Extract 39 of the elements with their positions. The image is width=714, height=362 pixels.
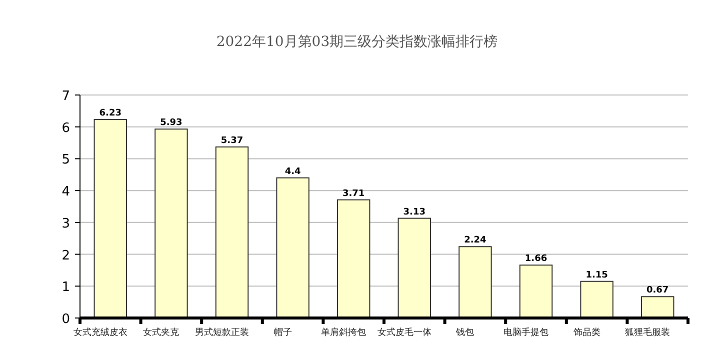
- x-tick-label: 饰品类: [572, 327, 600, 338]
- data-label: 3.13: [403, 207, 426, 218]
- data-label: 3.71: [342, 188, 365, 199]
- data-label: 1.66: [524, 254, 548, 264]
- x-tick-label: 男式短款正装: [195, 327, 249, 338]
- y-tick-label: 4: [62, 184, 70, 200]
- y-tick-label: 2: [62, 248, 70, 264]
- data-label: 5.37: [220, 136, 244, 146]
- data-label: 2.24: [464, 236, 486, 246]
- data-label: 1.15: [586, 270, 608, 280]
- y-tick-label: 0: [62, 312, 70, 327]
- data-label: 6.23: [99, 108, 122, 119]
- x-tick-label: 钱包: [455, 327, 474, 338]
- data-label: 5.93: [160, 118, 182, 128]
- bar: [154, 128, 188, 318]
- x-tick-label: 女式夹克: [143, 327, 180, 338]
- data-label: 0.67: [646, 286, 669, 296]
- x-tick-label: 电脑手提包: [504, 327, 548, 338]
- x-tick-label: 女式皮毛一体: [377, 327, 432, 338]
- y-tick-label: 7: [62, 89, 70, 104]
- bar: [276, 177, 310, 318]
- bar: [458, 246, 492, 318]
- x-tick-label: 狐狸毛服装: [625, 327, 670, 338]
- bar: [640, 296, 674, 318]
- y-tick-label: 6: [62, 120, 70, 136]
- bar: [519, 264, 553, 318]
- y-tick-label: 1: [62, 280, 70, 296]
- bar: [398, 218, 432, 318]
- bar: [94, 119, 128, 318]
- bar: [580, 280, 614, 318]
- bar: [215, 146, 249, 318]
- chart-title: 2022年10月第03期三级分类指数涨幅排行榜: [216, 34, 498, 50]
- y-tick-label: 3: [62, 216, 70, 232]
- data-label: 4.4: [284, 166, 301, 177]
- x-tick-label: 帽子: [274, 327, 292, 338]
- x-tick-label: 单肩斜挎包: [321, 327, 366, 338]
- x-tick-label: 女式充绒皮衣: [73, 327, 128, 338]
- bar: [336, 199, 370, 318]
- y-tick-label: 5: [62, 152, 70, 168]
